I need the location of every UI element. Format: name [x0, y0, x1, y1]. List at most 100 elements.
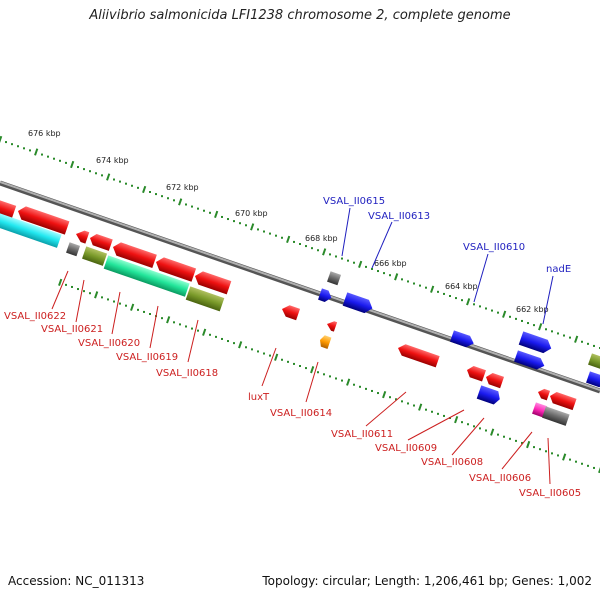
gene-red: [550, 391, 577, 411]
gene-blue: [518, 331, 552, 354]
topology-summary: Topology: circular; Length: 1,206,461 bp…: [262, 574, 592, 588]
scale-dot: [563, 334, 565, 337]
tick-label: 676 kbp: [28, 129, 61, 138]
gene-red: [538, 388, 551, 401]
scale-dot: [185, 325, 187, 328]
scale-dot: [467, 423, 469, 426]
scale-dot: [533, 446, 535, 449]
scale-dot: [245, 224, 247, 227]
label-leader: [365, 391, 407, 427]
scale-dot: [311, 247, 313, 250]
scale-dot: [515, 439, 517, 442]
scale-dot: [437, 412, 439, 415]
scale-dot: [341, 257, 343, 260]
label-leader: [261, 347, 277, 387]
gene-red: [282, 305, 301, 321]
scale-tick: [0, 135, 3, 144]
scale-dot: [557, 332, 559, 335]
gene-blue: [586, 371, 600, 388]
scale-dot: [443, 292, 445, 295]
scale-dot: [509, 437, 511, 440]
scale-dot: [257, 350, 259, 353]
scale-dot: [197, 207, 199, 210]
scale-dot: [551, 330, 553, 333]
scale-dot: [143, 310, 145, 313]
scale-dot: [581, 340, 583, 343]
gene-label: VSAL_II0611: [331, 429, 393, 440]
map-title: Aliivibrio salmonicida LFI1238 chromosom…: [89, 8, 511, 23]
scale-dot: [365, 265, 367, 268]
scale-dot: [275, 234, 277, 237]
scale-dot: [119, 180, 121, 183]
scale-dot: [77, 288, 79, 291]
scale-dot: [401, 400, 403, 403]
scale-tick: [250, 223, 255, 231]
scale-tick: [202, 328, 207, 336]
scale-tick: [286, 235, 291, 244]
scale-dot: [59, 159, 61, 162]
scale-dot: [191, 327, 193, 330]
scale-dot: [77, 166, 79, 169]
gene-gray: [542, 406, 570, 426]
scale-dot: [437, 290, 439, 293]
scale-dot: [281, 236, 283, 239]
scale-dot: [377, 270, 379, 273]
scale-dot: [113, 178, 115, 181]
scale-dot: [209, 211, 211, 214]
gene-gray: [327, 271, 342, 286]
scale-dot: [83, 290, 85, 293]
gene-red: [467, 365, 486, 382]
scale-dot: [263, 352, 265, 355]
scale-dot: [101, 174, 103, 177]
scale-dot: [245, 346, 247, 349]
scale-tick: [346, 378, 351, 386]
gene-label: VSAL_II0609: [375, 443, 437, 454]
scale-dot: [113, 300, 115, 303]
scale-dot: [455, 297, 457, 300]
gene-red: [18, 206, 70, 235]
scale-tick: [418, 403, 423, 411]
tick-label: 664 kbp: [445, 282, 478, 291]
scale-dot: [485, 307, 487, 310]
scale-dot: [335, 377, 337, 380]
gene-blue: [342, 292, 373, 314]
scale-tick: [466, 298, 471, 306]
scale-tick: [358, 260, 363, 268]
scale-dot: [593, 344, 595, 347]
gene-blue: [318, 288, 332, 302]
gene-blue: [514, 350, 545, 370]
scale-dot: [65, 283, 67, 286]
gene-label: VSAL_II0618: [156, 368, 218, 379]
scale-tick: [238, 341, 243, 349]
label-leader: [547, 437, 551, 485]
scale-dot: [347, 259, 349, 262]
scale-dot: [545, 328, 547, 331]
scale-tick: [130, 303, 135, 311]
gene-blue: [450, 330, 474, 348]
gene-label: VSAL_II0610: [463, 242, 525, 253]
scale-dot: [593, 466, 595, 469]
scale-dot: [383, 272, 385, 275]
scale-tick: [166, 316, 171, 324]
scale-tick: [394, 273, 399, 281]
scale-dot: [323, 373, 325, 376]
scale-dot: [425, 286, 427, 289]
gene-label: VSAL_II0614: [270, 408, 332, 419]
scale-dot: [263, 230, 265, 233]
scale-dot: [293, 240, 295, 243]
scale-dot: [149, 313, 151, 315]
scale-tick: [430, 285, 435, 293]
scale-dot: [461, 421, 463, 424]
scale-dot: [473, 425, 475, 428]
scale-dot: [335, 255, 337, 258]
scale-dot: [299, 365, 301, 367]
scale-dot: [293, 362, 295, 365]
scale-dot: [299, 243, 301, 245]
scale-dot: [305, 367, 307, 370]
label-leader: [187, 319, 199, 363]
tick-label: 670 kbp: [235, 209, 268, 218]
accession-text: Accession: NC_011313: [8, 574, 145, 588]
scale-dot: [389, 274, 391, 277]
scale-dot: [587, 342, 589, 345]
gene-label: nadE: [546, 264, 571, 275]
